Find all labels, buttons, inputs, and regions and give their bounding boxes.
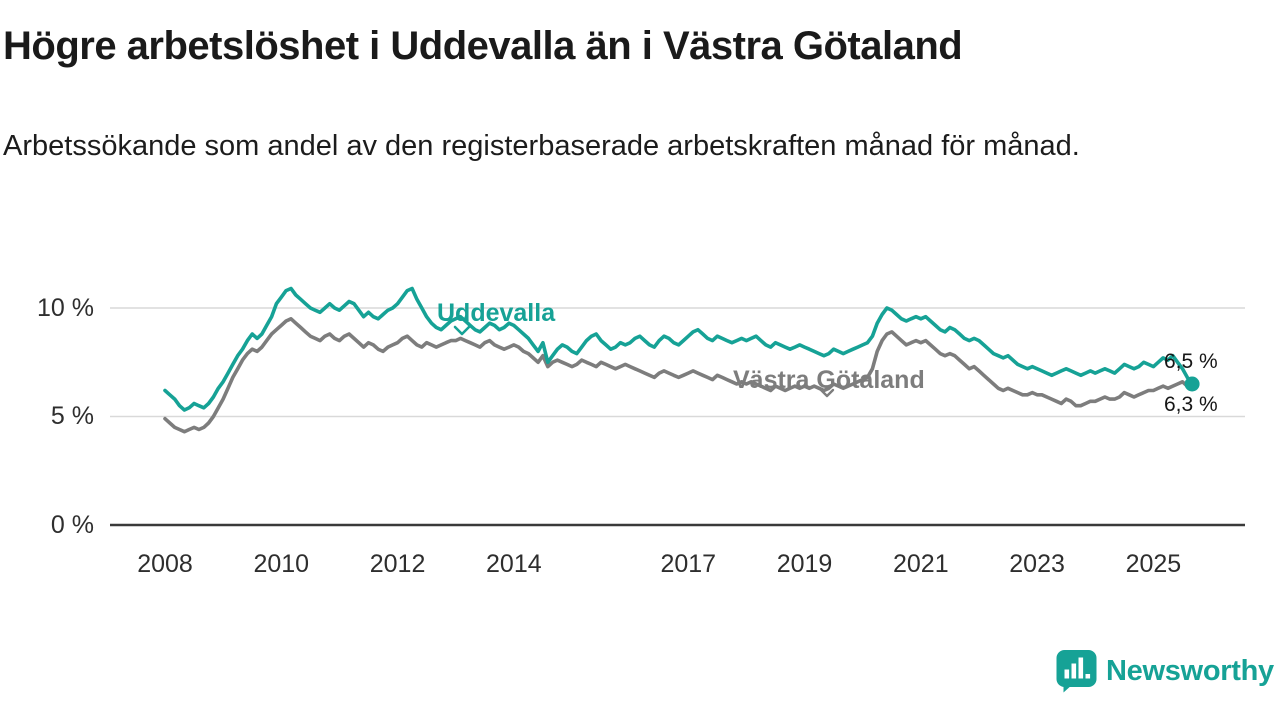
series-line-uddevalla <box>163 286 1194 412</box>
x-tick-label: 2012 <box>369 550 426 578</box>
logo-bar-medium <box>1071 663 1077 679</box>
newsworthy-logo[interactable]: Newsworthy <box>1056 650 1274 693</box>
logo-bar-short <box>1064 669 1070 679</box>
x-tick-label: 2014 <box>486 550 542 578</box>
end-value-label-uddevalla: 6,5 % <box>1164 350 1218 373</box>
end-value-label-vastra-gotaland: 6,3 % <box>1164 393 1218 416</box>
series-end-dot <box>1184 376 1200 392</box>
caret-path-uddevalla <box>453 325 471 336</box>
logo-bubble-tail <box>1063 684 1073 693</box>
chart-subtitle: Arbetssökande som andel av den registerb… <box>3 130 1080 162</box>
caret-path-vastra-gotaland <box>819 388 835 398</box>
series-label-vastra-gotaland: Västra Götaland <box>733 366 925 394</box>
uddevalla-label-pointer-icon <box>452 324 472 342</box>
x-tick-label: 2010 <box>253 550 310 578</box>
x-tick-label: 2017 <box>660 550 717 578</box>
chart-area: 10 % 5 % 0 % 2008 2010 2012 2014 2017 2019 202… <box>0 250 1280 595</box>
newsworthy-logo-icon <box>1056 650 1097 693</box>
newsworthy-wordmark: Newsworthy <box>1106 655 1274 687</box>
x-tick-label: 2025 <box>1125 550 1182 578</box>
x-tick-label: 2023 <box>1009 550 1065 578</box>
x-tick-label: 2021 <box>893 550 949 578</box>
series-line-vastra-gotaland <box>163 317 1194 434</box>
chart-canvas <box>110 286 1245 527</box>
series-label-uddevalla: Uddevalla <box>437 299 556 327</box>
vastra-gotaland-label-pointer-icon <box>818 386 836 404</box>
logo-dot <box>1085 674 1091 679</box>
y-tick-label-0: 0 % <box>50 511 94 539</box>
chart-title: Högre arbetslöshet i Uddevalla än i Väst… <box>3 24 963 68</box>
y-tick-label-5: 5 % <box>50 402 94 430</box>
y-tick-label-10: 10 % <box>37 294 94 322</box>
logo-bar-tall <box>1078 657 1084 679</box>
x-tick-label: 2019 <box>776 550 833 578</box>
logo-bubble-shape <box>1056 650 1097 687</box>
x-tick-label: 2008 <box>137 550 193 578</box>
